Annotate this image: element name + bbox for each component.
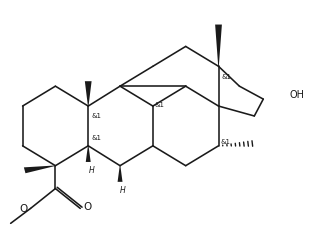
Text: O: O — [83, 201, 91, 211]
Polygon shape — [85, 82, 91, 106]
Text: &1: &1 — [220, 139, 230, 145]
Polygon shape — [24, 166, 55, 173]
Polygon shape — [86, 146, 91, 162]
Text: O: O — [19, 204, 28, 213]
Text: &1: &1 — [154, 101, 164, 107]
Text: &1: &1 — [222, 73, 231, 79]
Text: H: H — [88, 166, 94, 175]
Text: &1: &1 — [91, 134, 101, 140]
Text: OH: OH — [289, 90, 304, 100]
Polygon shape — [118, 166, 122, 182]
Polygon shape — [215, 25, 222, 67]
Text: &1: &1 — [91, 113, 101, 119]
Text: H: H — [120, 185, 126, 195]
